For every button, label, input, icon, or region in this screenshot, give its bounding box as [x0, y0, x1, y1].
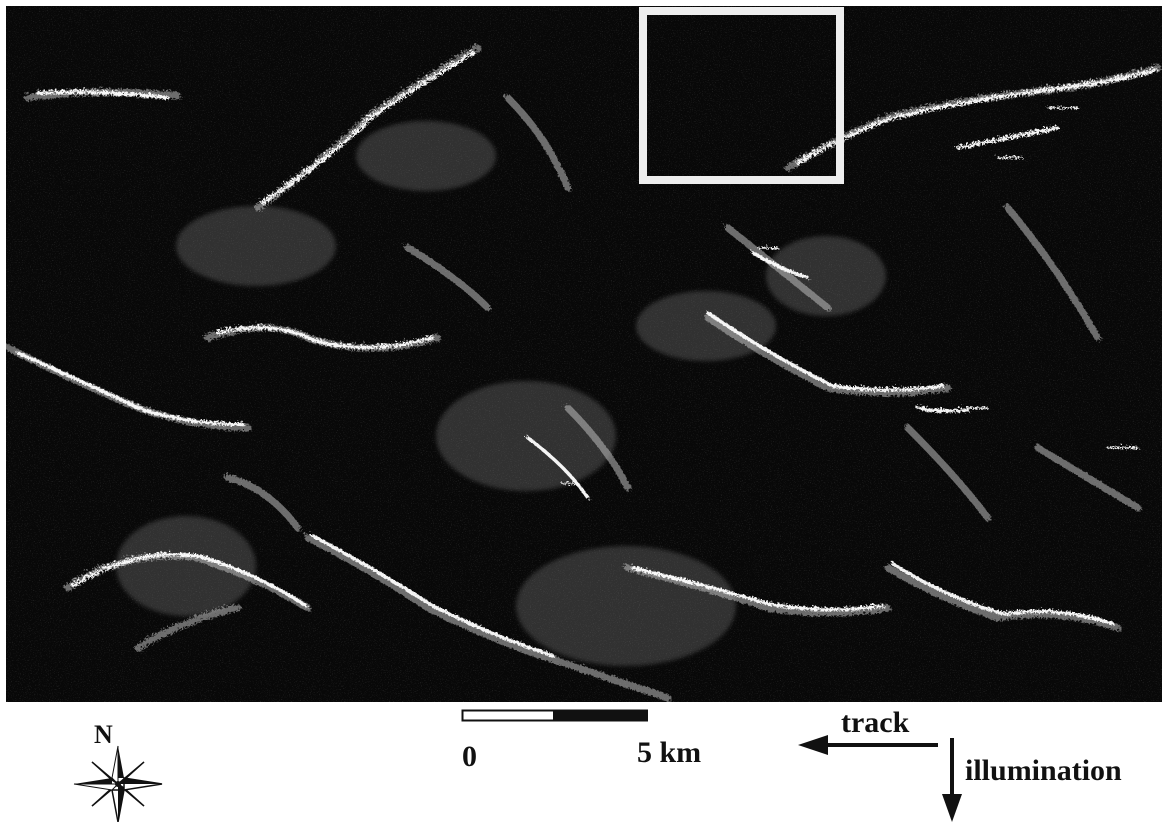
illumination-label: illumination [965, 754, 1122, 787]
scale-bar-start-label: 0 [462, 740, 477, 773]
scale-bar-black-segment [553, 709, 648, 722]
illumination-arrow-icon [942, 738, 962, 822]
scale-bar-white-segment [461, 709, 557, 722]
north-label: N [94, 720, 113, 749]
study-area-inset-box [639, 7, 844, 184]
scale-bar [461, 709, 648, 722]
track-label: track [841, 706, 910, 739]
compass-rose-icon [73, 745, 163, 822]
sar-terrain-image [6, 6, 1162, 702]
track-arrow-icon [798, 735, 938, 755]
ridge-lines [6, 42, 1160, 700]
scale-bar-end-label: 5 km [637, 736, 702, 769]
